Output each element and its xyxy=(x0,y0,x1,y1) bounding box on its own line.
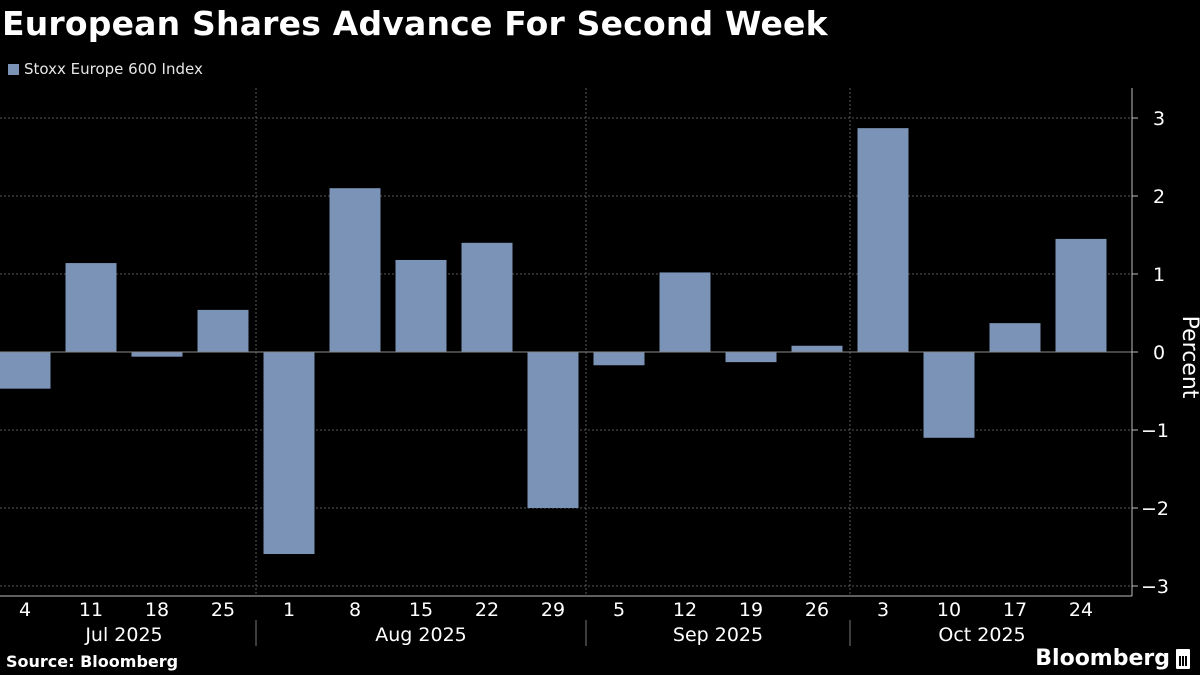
legend-label: Stoxx Europe 600 Index xyxy=(24,60,203,78)
x-tick-label: 1 xyxy=(283,599,295,621)
y-axis-title: Percent xyxy=(1177,316,1200,399)
bar xyxy=(131,352,183,357)
bar xyxy=(791,345,843,352)
y-tick-label: −2 xyxy=(1141,498,1169,520)
bar xyxy=(923,352,975,438)
bar xyxy=(527,352,579,508)
month-label: Oct 2025 xyxy=(938,624,1025,646)
x-tick-label: 11 xyxy=(79,599,103,621)
y-tick-label: 2 xyxy=(1153,186,1165,208)
bar xyxy=(725,352,777,363)
bar xyxy=(857,128,909,352)
brand-name: Bloomberg xyxy=(1035,646,1170,671)
legend-swatch xyxy=(8,63,19,75)
bar xyxy=(263,352,315,555)
bar xyxy=(989,323,1041,352)
x-tick-label: 8 xyxy=(349,599,361,621)
x-tick-label: 10 xyxy=(937,599,961,621)
x-tick-label: 5 xyxy=(613,599,625,621)
month-label: Aug 2025 xyxy=(375,624,467,646)
x-tick-label: 15 xyxy=(409,599,433,621)
x-tick-label: 24 xyxy=(1069,599,1093,621)
x-tick-label: 19 xyxy=(739,599,763,621)
brand-logo: Bloomberg xyxy=(1035,646,1190,671)
terminal-icon xyxy=(1176,648,1190,669)
x-tick-label: 26 xyxy=(805,599,829,621)
y-tick-label: 0 xyxy=(1153,342,1165,364)
bar xyxy=(461,242,513,352)
bar xyxy=(197,309,249,352)
x-tick-label: 18 xyxy=(145,599,169,621)
bar xyxy=(1055,238,1107,352)
bar xyxy=(65,263,117,352)
x-tick-label: 29 xyxy=(541,599,565,621)
bar xyxy=(659,272,711,352)
x-tick-label: 17 xyxy=(1003,599,1027,621)
bar xyxy=(593,352,645,366)
month-label: Jul 2025 xyxy=(84,624,162,646)
x-tick-label: 4 xyxy=(19,599,31,621)
y-tick-label: −3 xyxy=(1141,576,1169,598)
bar xyxy=(0,352,51,389)
bar xyxy=(395,259,447,352)
source-note: Source: Bloomberg xyxy=(6,652,179,671)
bar xyxy=(329,188,381,352)
y-tick-label: 3 xyxy=(1153,108,1165,130)
x-tick-label: 25 xyxy=(211,599,235,621)
chart-title: European Shares Advance For Second Week xyxy=(2,4,828,43)
y-tick-label: 1 xyxy=(1153,264,1165,286)
month-label: Sep 2025 xyxy=(673,624,763,646)
y-tick-label: −1 xyxy=(1141,420,1169,442)
legend: Stoxx Europe 600 Index xyxy=(8,60,203,78)
x-tick-label: 22 xyxy=(475,599,499,621)
x-tick-label: 3 xyxy=(877,599,889,621)
x-tick-label: 12 xyxy=(673,599,697,621)
